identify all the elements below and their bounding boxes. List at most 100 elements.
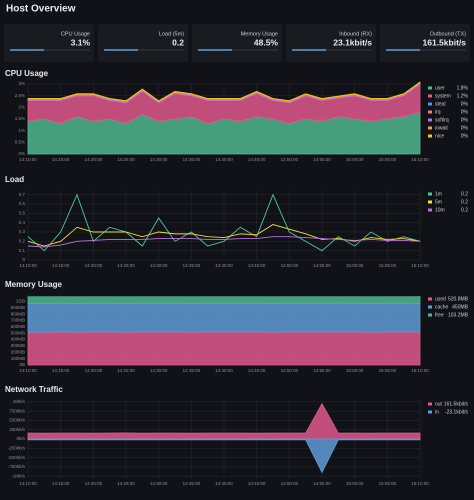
stat-panel: [380, 24, 470, 62]
legend-name: in: [435, 409, 439, 415]
y-tick-label: 0.2: [19, 239, 26, 244]
legend-value: 0%: [461, 109, 469, 115]
line: [27, 193, 421, 252]
stat-value: 3.1%: [71, 37, 91, 47]
y-tick-label: 600MB: [11, 324, 25, 329]
y-tick-label: 800MB: [11, 311, 25, 316]
legend-name: irq: [435, 109, 441, 115]
legend-swatch: [428, 134, 432, 138]
y-tick-label: 0.3: [19, 229, 26, 234]
line: [27, 224, 421, 247]
y-tick-label: 0B: [19, 362, 25, 367]
x-tick-label: 15:10:00: [411, 368, 429, 373]
y-tick-label: 900MB: [11, 305, 25, 310]
legend-value: 0%: [461, 133, 469, 139]
legend-swatch: [428, 402, 432, 406]
legend-name: 10m: [435, 207, 445, 213]
x-tick-label: 14:30:00: [150, 368, 168, 373]
stat-panel: [98, 24, 188, 62]
x-tick-label: 14:50:00: [281, 368, 299, 373]
legend-name: used: [435, 296, 446, 302]
y-tick-label: -1Mb/s: [11, 473, 26, 478]
y-tick-label: 1GB: [16, 299, 25, 304]
x-tick-label: 14:15:00: [52, 368, 70, 373]
y-tick-label: 0.1: [19, 248, 26, 253]
x-tick-label: 14:30:00: [150, 263, 168, 268]
x-tick-label: 14:10:00: [19, 157, 37, 162]
legend-swatch: [428, 410, 432, 414]
x-tick-label: 14:30:00: [150, 157, 168, 162]
stat-label: Outbound (TX): [430, 31, 467, 37]
line: [27, 236, 421, 248]
x-tick-label: 14:45:00: [248, 368, 266, 373]
legend-value: 0%: [461, 117, 469, 123]
legend-swatch: [428, 110, 432, 114]
x-tick-label: 15:00:00: [346, 157, 364, 162]
x-tick-label: 14:20:00: [85, 263, 103, 268]
x-tick-label: 14:20:00: [85, 368, 103, 373]
legend-swatch: [428, 102, 432, 106]
y-tick-label: 2.5%: [15, 93, 25, 98]
legend-value: 520.8MB: [448, 296, 469, 302]
area: [27, 302, 421, 333]
x-tick-label: 14:20:00: [85, 157, 103, 162]
y-tick-label: 200MB: [11, 349, 25, 354]
x-tick-label: 14:55:00: [313, 157, 331, 162]
legend-name: 1m: [435, 191, 442, 197]
x-tick-label: 14:10:00: [19, 481, 37, 486]
panel-title: Load: [5, 175, 24, 184]
stat-panel: [192, 24, 282, 62]
x-tick-label: 14:25:00: [117, 368, 135, 373]
x-tick-label: 15:10:00: [411, 157, 429, 162]
x-tick-label: 14:15:00: [52, 263, 70, 268]
y-tick-label: 500MB: [11, 330, 25, 335]
y-tick-label: 0.6: [19, 201, 26, 206]
y-tick-label: 3%: [18, 81, 25, 86]
legend-swatch: [428, 126, 432, 130]
x-tick-label: 14:55:00: [313, 263, 331, 268]
y-tick-label: -250kb/s: [8, 445, 26, 450]
legend-name: user: [435, 85, 445, 91]
x-tick-label: 14:40:00: [215, 481, 233, 486]
stat-value: 23.1kbit/s: [333, 37, 372, 47]
y-tick-label: -500kb/s: [8, 455, 26, 460]
legend-swatch: [428, 313, 432, 317]
x-tick-label: 14:15:00: [52, 481, 70, 486]
area: [28, 81, 421, 102]
x-tick-label: 14:25:00: [117, 263, 135, 268]
legend-name: system: [435, 93, 451, 99]
y-tick-label: 1%: [18, 128, 25, 133]
stat-label: Memory Usage: [241, 31, 278, 37]
x-tick-label: 15:00:00: [346, 481, 364, 486]
x-tick-label: 15:00:00: [346, 263, 364, 268]
y-tick-label: 0.7: [19, 192, 26, 197]
legend-value: 0.2: [461, 199, 468, 205]
legend-name: steal: [435, 101, 446, 107]
legend-value: 1.8%: [457, 85, 469, 91]
area: [27, 296, 421, 304]
legend-swatch: [428, 86, 432, 90]
y-tick-label: 250kb/s: [9, 427, 26, 432]
stat-panel: [4, 24, 94, 62]
y-tick-label: 100MB: [11, 356, 25, 361]
x-tick-label: 14:50:00: [281, 481, 299, 486]
legend-value: 450MB: [452, 304, 469, 310]
legend-value: 0%: [461, 101, 469, 107]
x-tick-label: 14:45:00: [248, 263, 266, 268]
stat-value: 0.2: [172, 37, 184, 47]
y-tick-label: 0.5: [19, 211, 26, 216]
x-tick-label: 14:35:00: [183, 368, 201, 373]
dashboard-title: Host Overview: [6, 4, 76, 15]
stat-value: 161.5kbit/s: [423, 37, 467, 47]
x-tick-label: 14:10:00: [19, 368, 37, 373]
x-tick-label: 14:30:00: [150, 481, 168, 486]
legend-value: 161.5kbit/s: [444, 401, 469, 407]
x-tick-label: 15:00:00: [346, 368, 364, 373]
panel-title: CPU Usage: [5, 69, 49, 78]
x-tick-label: 15:05:00: [379, 368, 397, 373]
x-tick-label: 14:55:00: [313, 481, 331, 486]
x-tick-label: 15:10:00: [411, 481, 429, 486]
legend-value: 0.2: [461, 207, 468, 213]
